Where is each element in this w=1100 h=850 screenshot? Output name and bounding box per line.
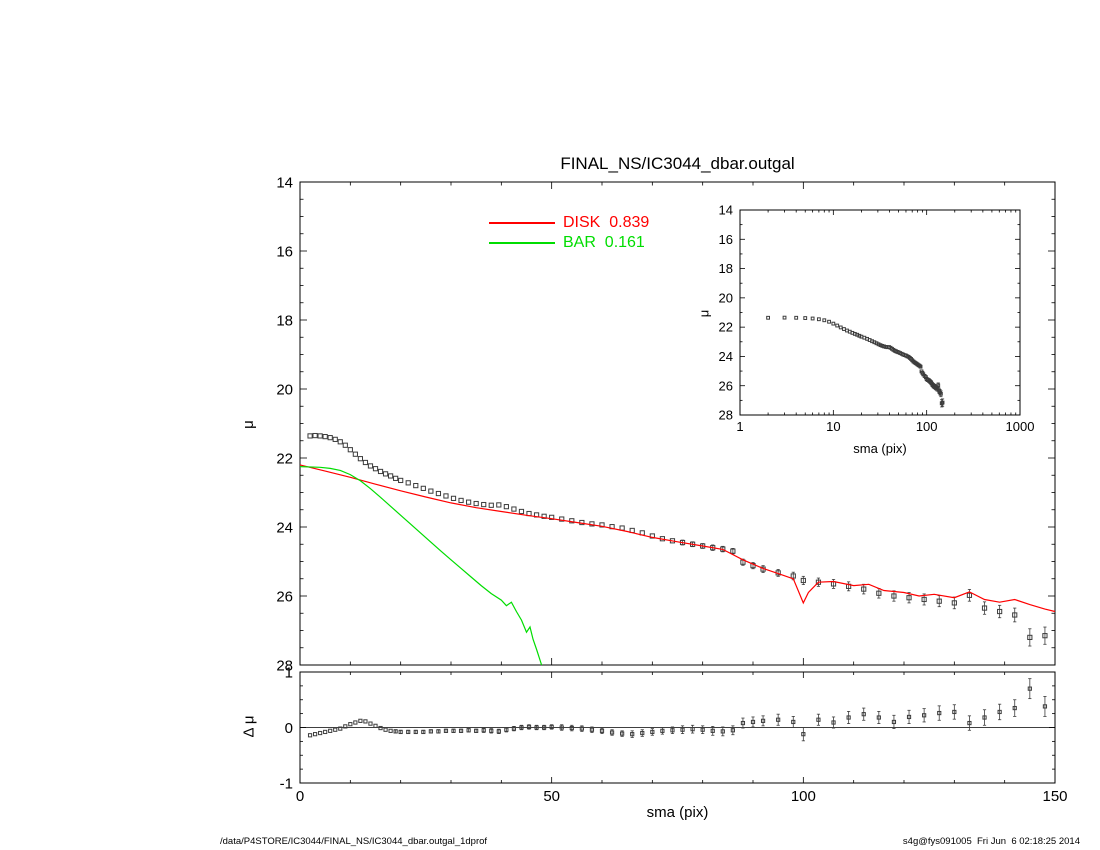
svg-text:-1: -1 xyxy=(280,775,293,792)
svg-text:14: 14 xyxy=(276,174,293,191)
observed-series xyxy=(307,432,1048,647)
svg-text:22: 22 xyxy=(719,320,733,335)
svg-text:1: 1 xyxy=(736,419,743,434)
legend-disk-label: DISK 0.839 xyxy=(563,214,650,231)
inset-plot: 1 10 100 1000 14 16 18 20 22 24 26 28 xyxy=(698,196,1038,461)
svg-text:100: 100 xyxy=(791,788,816,805)
main-plot: 14 16 18 20 22 24 26 28 xyxy=(276,174,1056,674)
disk-series xyxy=(299,464,1056,613)
svg-text:0: 0 xyxy=(285,720,293,737)
svg-text:22: 22 xyxy=(276,450,293,467)
svg-text:28: 28 xyxy=(719,408,733,423)
svg-text:1: 1 xyxy=(285,664,293,681)
svg-text:16: 16 xyxy=(719,232,733,247)
svg-text:18: 18 xyxy=(719,261,733,276)
svg-text:18: 18 xyxy=(276,312,293,329)
bar-series xyxy=(299,466,543,666)
svg-text:20: 20 xyxy=(276,381,293,398)
residual-y-axis-label: Δ μ xyxy=(240,715,258,738)
svg-text:14: 14 xyxy=(719,203,733,218)
svg-text:100: 100 xyxy=(916,419,938,434)
x-axis-label: sma (pix) xyxy=(646,804,709,821)
svg-text:16: 16 xyxy=(276,243,293,260)
main-y-axis-label: μ xyxy=(239,420,257,429)
footer-file-path: /data/P4STORE/IC3044/FINAL_NS/IC3044_dba… xyxy=(220,836,488,847)
inset-y-axis-label: μ xyxy=(696,309,712,318)
residual-plot: 0 50 100 150-101 xyxy=(280,664,1068,805)
legend-bar-line-swatch xyxy=(489,242,555,244)
svg-text:26: 26 xyxy=(276,588,293,605)
footer-user-timestamp: s4g@fys091005 Fri Jun 6 02:18:25 2014 xyxy=(902,836,1080,847)
svg-text:20: 20 xyxy=(719,290,733,305)
svg-text:0: 0 xyxy=(296,788,304,805)
svg-text:1000: 1000 xyxy=(1006,419,1035,434)
svg-text:50: 50 xyxy=(543,788,560,805)
observed-series xyxy=(766,315,945,408)
svg-text:26: 26 xyxy=(719,378,733,393)
residuals-series xyxy=(307,678,1048,742)
svg-text:150: 150 xyxy=(1042,788,1067,805)
page-title: FINAL_NS/IC3044_dbar.outgal xyxy=(560,154,795,173)
svg-text:24: 24 xyxy=(719,349,733,364)
legend-disk-line-swatch xyxy=(489,222,555,224)
svg-text:24: 24 xyxy=(276,519,293,536)
svg-text:10: 10 xyxy=(826,419,840,434)
inset-x-axis-label: sma (pix) xyxy=(853,441,907,456)
svg-text:28: 28 xyxy=(276,657,293,674)
legend-bar-label: BAR 0.161 xyxy=(563,234,645,251)
